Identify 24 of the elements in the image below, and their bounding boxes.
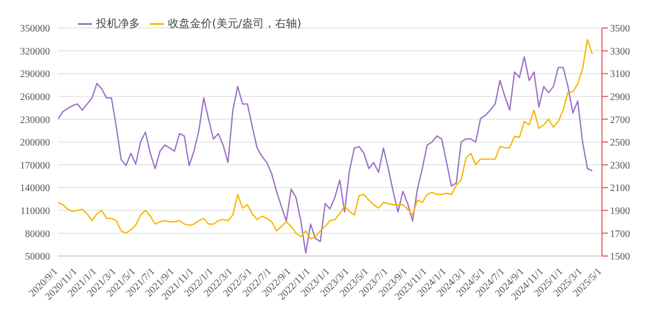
y-tick-label: 290000 — [20, 69, 50, 80]
legend-label: 投机净多 — [96, 17, 140, 30]
y2-tick-label: 1700 — [610, 228, 630, 240]
y2-tick-label: 1900 — [610, 206, 630, 217]
y2-tick-label: 2700 — [610, 114, 630, 126]
y-tick-label: 50000 — [25, 252, 50, 263]
y-tick-label: 230000 — [20, 114, 50, 126]
y-tick-label: 200000 — [20, 138, 50, 149]
y-tick-label: 80000 — [25, 228, 50, 240]
y-tick-label: 170000 — [20, 160, 50, 172]
y2-tick-label: 2500 — [610, 138, 630, 149]
y2-tick-label: 2900 — [610, 92, 630, 103]
y-tick-label: 140000 — [20, 183, 50, 194]
y2-tick-label: 2300 — [610, 160, 630, 172]
y2-tick-label: 2100 — [610, 183, 630, 194]
y2-tick-label: 1500 — [610, 252, 630, 263]
y-tick-label: 260000 — [20, 92, 50, 103]
legend-label: 收盘金价(美元/盎司，右轴) — [168, 17, 302, 30]
y-tick-label: 110000 — [20, 206, 50, 217]
y-tick-label: 320000 — [20, 46, 50, 58]
y2-tick-label: 3300 — [610, 46, 630, 58]
y-tick-label: 350000 — [20, 24, 50, 35]
y2-tick-label: 3500 — [610, 24, 630, 35]
y2-tick-label: 3100 — [610, 69, 630, 80]
